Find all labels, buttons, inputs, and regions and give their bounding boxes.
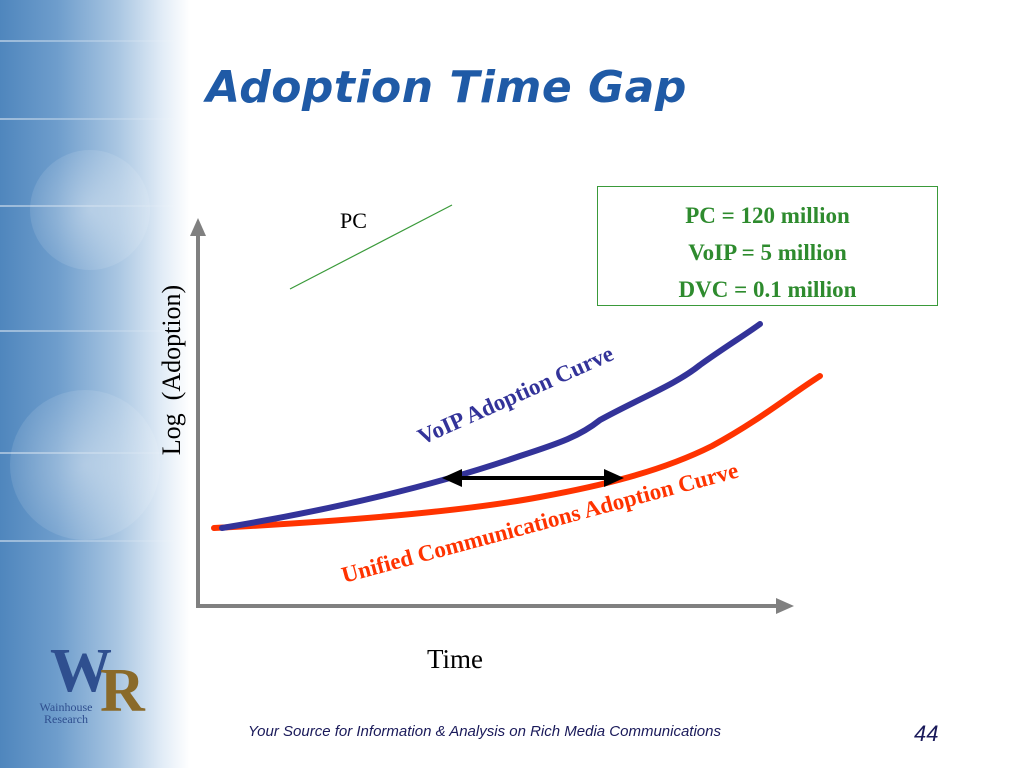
gap-arrow-left-head xyxy=(442,469,462,487)
slide-title: Adoption Time Gap xyxy=(206,62,687,113)
logo-letter-r: R xyxy=(100,657,145,725)
legend-line-pc: PC = 120 million xyxy=(685,203,850,228)
y-axis-arrowhead xyxy=(190,218,206,236)
x-axis-arrowhead xyxy=(776,598,794,614)
pc-label: PC xyxy=(340,208,367,233)
legend-line-dvc: DVC = 0.1 million xyxy=(678,277,857,302)
slide-footer: Your Source for Information & Analysis o… xyxy=(248,723,721,740)
decorative-left-band xyxy=(0,0,190,768)
logo-text-line1: Wainhouse xyxy=(39,700,93,714)
voip-curve-label: VoIP Adoption Curve xyxy=(414,341,617,450)
voip-adoption-curve xyxy=(219,321,763,531)
pc-line xyxy=(289,204,453,290)
wainhouse-research-logo: W R Wainhouse Research xyxy=(36,640,156,730)
logo-text-line2: Research xyxy=(44,712,88,726)
logo-letter-w: W xyxy=(50,637,112,705)
uc-adoption-curve xyxy=(211,373,823,531)
y-axis-label: Log (Adoption) xyxy=(157,285,186,455)
x-axis-label: Time xyxy=(427,644,483,674)
gap-arrow-right-head xyxy=(604,469,624,487)
page-number: 44 xyxy=(914,721,939,746)
population-legend-box: PC = 120 million VoIP = 5 million DVC = … xyxy=(597,186,938,306)
legend-line-voip: VoIP = 5 million xyxy=(688,240,847,265)
